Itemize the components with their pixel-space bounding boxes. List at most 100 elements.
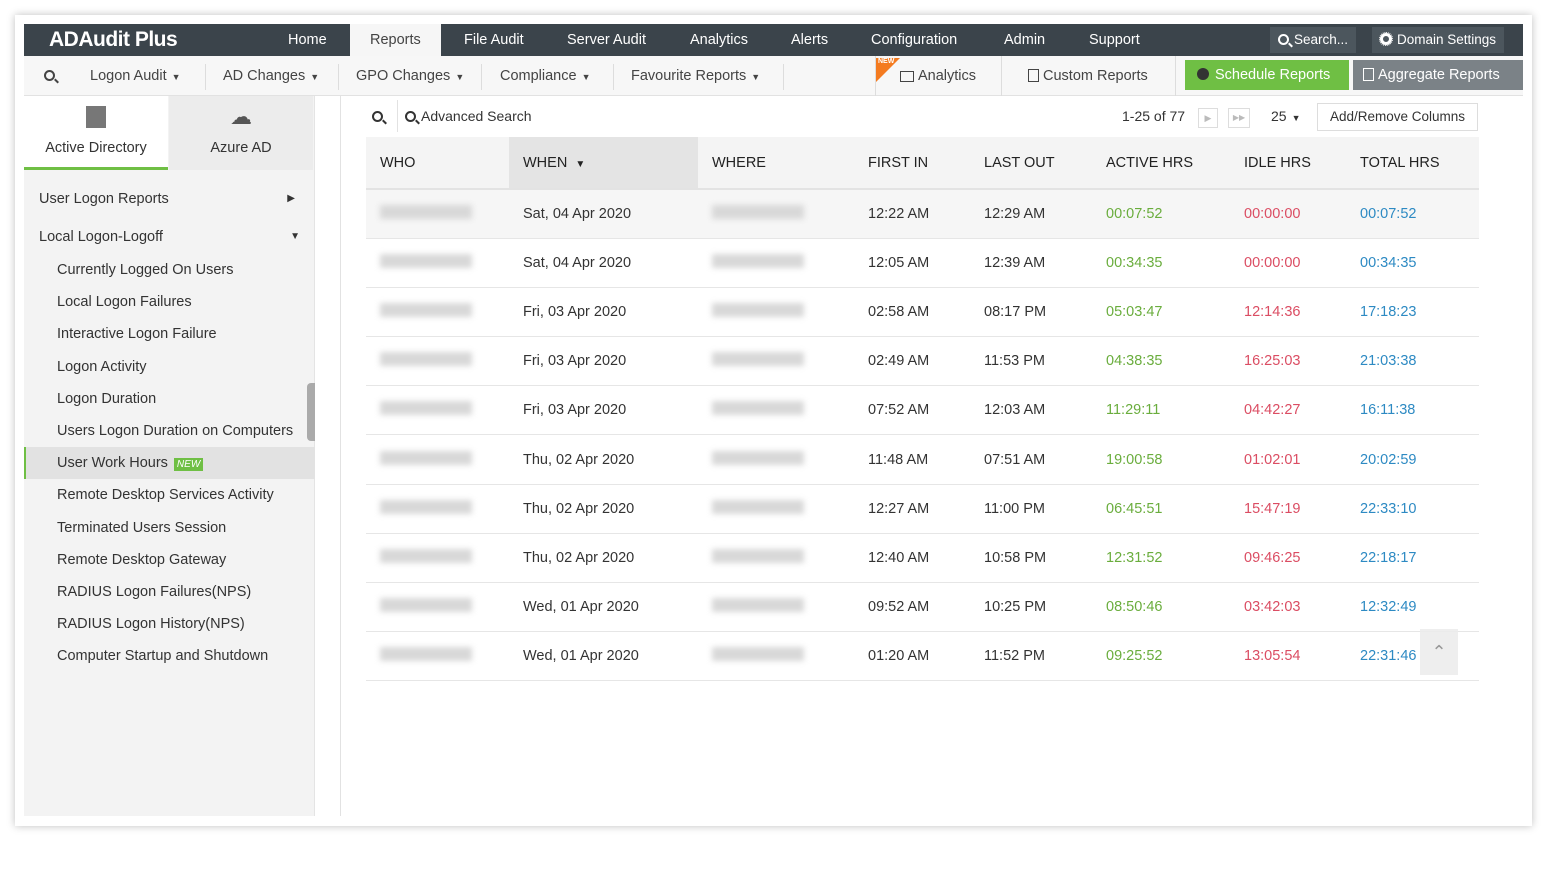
- sidebar-item[interactable]: Users Logon Duration on Computers: [57, 423, 294, 439]
- sidebar-item[interactable]: Remote Desktop Services Activity: [57, 487, 274, 504]
- filter-icon[interactable]: [372, 108, 388, 124]
- last-page-button[interactable]: ▶▶: [1228, 108, 1250, 128]
- table-row[interactable]: Thu, 02 Apr 2020 11:48 AM 07:51 AM 19:00:58…: [366, 434, 1479, 485]
- caret-down-icon: ▼: [171, 72, 181, 82]
- cell-total-hrs: 22:31:46: [1346, 631, 1479, 682]
- menu-logon-audit[interactable]: Logon Audit ▼: [90, 68, 181, 84]
- group-local-logon-logoff[interactable]: Local Logon-Logoff ▼: [24, 221, 315, 253]
- menu-compliance[interactable]: Compliance ▼: [500, 68, 591, 84]
- next-page-button[interactable]: ▶: [1198, 108, 1218, 128]
- menu-favourite-reports[interactable]: Favourite Reports ▼: [631, 68, 761, 84]
- schedule-reports-button[interactable]: Schedule Reports: [1185, 60, 1349, 90]
- cell-last-out: 11:00 PM: [970, 484, 1092, 534]
- sidebar-item[interactable]: User Work Hours NEW: [24, 447, 315, 480]
- column-header-active-hrs[interactable]: ACTIVE HRS: [1092, 137, 1230, 190]
- sidebar-item[interactable]: RADIUS Logon History(NPS): [57, 616, 245, 633]
- sidebar-item[interactable]: RADIUS Logon Failures(NPS): [57, 584, 252, 600]
- redacted-user: [380, 401, 472, 416]
- cell-total-hrs: 12:32:49: [1346, 582, 1479, 633]
- add-remove-columns-button[interactable]: Add/Remove Columns: [1317, 103, 1478, 131]
- column-header-last-out[interactable]: LAST OUT: [970, 137, 1092, 190]
- cell-when: Thu, 02 Apr 2020: [509, 484, 698, 534]
- sidebar-item[interactable]: Remote Desktop Gateway: [57, 551, 227, 568]
- menu-ad-changes[interactable]: AD Changes ▼: [223, 68, 320, 84]
- cell-active-hrs: 08:50:46: [1092, 582, 1230, 633]
- caret-down-icon: ▼: [310, 72, 320, 82]
- sidebar-item[interactable]: Local Logon Failures: [57, 294, 192, 311]
- redacted-computer: [712, 499, 804, 514]
- cell-first-in: 02:58 AM: [854, 287, 970, 338]
- sidebar-item[interactable]: Terminated Users Session: [57, 519, 227, 536]
- sort-desc-icon[interactable]: ▼: [575, 158, 586, 170]
- cell-idle-hrs: 00:00:00: [1230, 238, 1346, 288]
- cell-last-out: 10:58 PM: [970, 533, 1092, 584]
- table-row[interactable]: Thu, 02 Apr 2020 12:27 AM 11:00 PM 06:45:51…: [366, 484, 1479, 534]
- cell-where: [698, 385, 854, 436]
- nav-file-audit[interactable]: File Audit: [464, 32, 524, 48]
- cell-when: Fri, 03 Apr 2020: [509, 287, 698, 338]
- table-row[interactable]: Fri, 03 Apr 2020 02:58 AM 08:17 PM 05:03:47…: [366, 287, 1479, 338]
- analytics-button[interactable]: Analytics: [900, 56, 976, 96]
- building-icon: [86, 106, 106, 128]
- table-row[interactable]: Sat, 04 Apr 2020 12:05 AM 12:39 AM 00:34:35…: [366, 238, 1479, 288]
- nav-support[interactable]: Support: [1089, 32, 1140, 48]
- nav-server-audit[interactable]: Server Audit: [567, 32, 646, 48]
- cell-total-hrs: 00:34:35: [1346, 238, 1479, 288]
- redacted-user: [380, 598, 472, 613]
- nav-reports[interactable]: Reports: [350, 24, 441, 56]
- table-row[interactable]: Thu, 02 Apr 2020 12:40 AM 10:58 PM 12:31:52…: [366, 533, 1479, 584]
- table-row[interactable]: Fri, 03 Apr 2020 02:49 AM 11:53 PM 04:38:35…: [366, 336, 1479, 387]
- table-row[interactable]: Sat, 04 Apr 2020 12:22 AM 12:29 AM 00:07:52…: [366, 189, 1479, 239]
- column-header-total-hrs[interactable]: TOTAL HRS: [1346, 137, 1479, 190]
- cell-active-hrs: 00:34:35: [1092, 238, 1230, 288]
- aggregate-reports-button[interactable]: Aggregate Reports: [1353, 60, 1523, 90]
- redacted-user: [380, 647, 472, 662]
- column-header-where[interactable]: WHERE: [698, 137, 854, 190]
- column-header-when[interactable]: WHEN ▼: [509, 137, 698, 190]
- page-size-select[interactable]: 25 ▼: [1271, 108, 1301, 124]
- nav-analytics[interactable]: Analytics: [690, 32, 749, 48]
- nav-alerts[interactable]: Alerts: [791, 32, 829, 48]
- cell-first-in: 12:05 AM: [854, 238, 970, 288]
- table-row[interactable]: Fri, 03 Apr 2020 07:52 AM 12:03 AM 11:29:11…: [366, 385, 1479, 436]
- scroll-to-top-button[interactable]: ⌃: [1420, 629, 1458, 675]
- search-plus-icon: [405, 111, 416, 122]
- column-header-who[interactable]: WHO: [366, 137, 509, 190]
- menu-gpo-changes[interactable]: GPO Changes ▼: [356, 68, 465, 84]
- redacted-computer: [712, 598, 804, 613]
- tab-active-directory[interactable]: Active Directory: [24, 96, 168, 170]
- sidebar-item[interactable]: Computer Startup and Shutdown: [57, 648, 269, 665]
- sidebar: Active Directory ☁ Azure AD User Logon R…: [24, 96, 315, 816]
- collapse-sidebar-handle[interactable]: [307, 383, 315, 441]
- cell-last-out: 12:03 AM: [970, 385, 1092, 436]
- cell-who: [366, 336, 509, 387]
- column-header-idle-hrs[interactable]: IDLE HRS: [1230, 137, 1346, 190]
- redacted-user: [380, 450, 472, 465]
- table-row[interactable]: Wed, 01 Apr 2020 01:20 AM 11:52 PM 09:25:52…: [366, 631, 1479, 682]
- nav-admin[interactable]: Admin: [1004, 32, 1046, 48]
- new-ribbon: [876, 58, 900, 82]
- group-user-logon-reports[interactable]: User Logon Reports ▶: [24, 183, 315, 215]
- sidebar-item[interactable]: Interactive Logon Failure: [57, 326, 217, 343]
- sidebar-item[interactable]: Currently Logged On Users: [57, 262, 234, 278]
- redacted-user: [380, 352, 472, 367]
- advanced-search-link[interactable]: Advanced Search: [405, 108, 532, 124]
- sidebar-item[interactable]: Logon Activity: [57, 358, 147, 375]
- top-nav-bar: ADAudit Plus Home Reports File Audit Ser…: [24, 24, 1523, 56]
- nav-home[interactable]: Home: [288, 32, 327, 48]
- global-search-button[interactable]: Search...: [1270, 27, 1357, 53]
- redacted-computer: [712, 204, 804, 219]
- cell-first-in: 12:27 AM: [854, 484, 970, 534]
- nav-configuration[interactable]: Configuration: [871, 32, 958, 48]
- cell-total-hrs: 00:07:52: [1346, 189, 1479, 239]
- sidebar-item[interactable]: Logon Duration: [57, 390, 157, 407]
- domain-settings-button[interactable]: Domain Settings: [1372, 27, 1505, 53]
- caret-down-icon: ▼: [455, 72, 465, 82]
- column-header-first-in[interactable]: FIRST IN: [854, 137, 970, 190]
- redacted-computer: [712, 302, 804, 317]
- quick-search-icon[interactable]: [44, 56, 60, 96]
- cell-idle-hrs: 04:42:27: [1230, 385, 1346, 436]
- table-row[interactable]: Wed, 01 Apr 2020 09:52 AM 10:25 PM 08:50:46…: [366, 582, 1479, 633]
- tab-azure-ad[interactable]: ☁ Azure AD: [169, 96, 313, 170]
- custom-reports-button[interactable]: Custom Reports: [1028, 56, 1148, 96]
